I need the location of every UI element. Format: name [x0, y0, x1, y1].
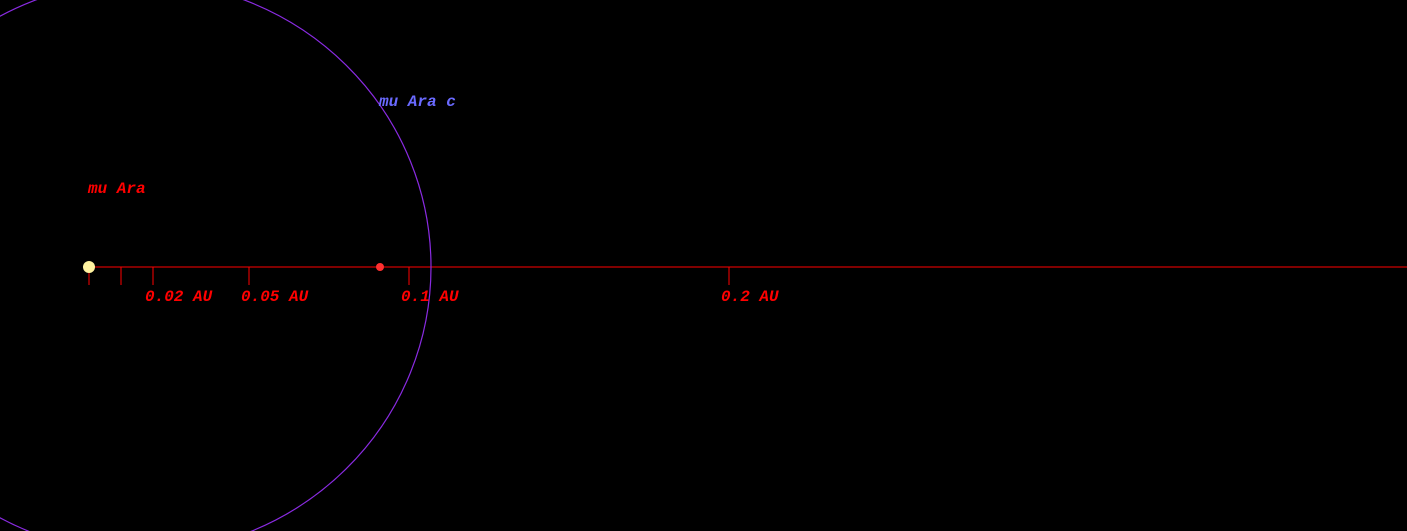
star-label: mu Ara — [88, 180, 146, 198]
planet-orbit — [0, 0, 432, 531]
scale-ticks — [88, 267, 730, 285]
scale-tick-label: 0.1 AU — [401, 288, 459, 306]
scale-tick-label: 0.2 AU — [721, 288, 779, 306]
planet-marker[interactable] — [376, 263, 384, 271]
planet-label: mu Ara c — [379, 93, 456, 111]
star-marker[interactable] — [83, 261, 95, 273]
scale-tick-label: 0.02 AU — [145, 288, 213, 306]
scale-tick-label: 0.05 AU — [241, 288, 309, 306]
